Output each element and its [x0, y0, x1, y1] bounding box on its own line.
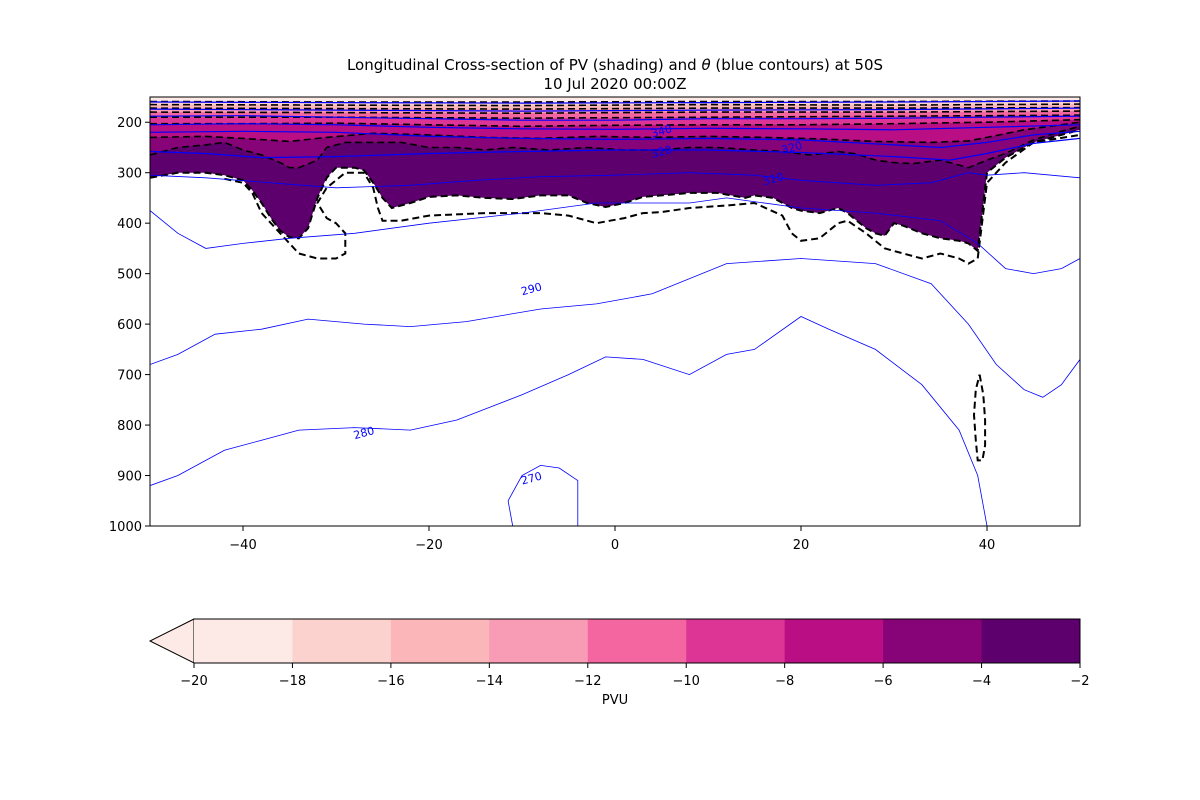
pv-contour-16	[150, 103, 1080, 107]
colorbar-swatch	[292, 619, 392, 663]
theta-contour-360	[150, 107, 1080, 112]
chart-title-line2: 10 Jul 2020 00:00Z	[543, 75, 686, 93]
y-axis: 200 300 400 500 600 700 800 900 1000	[109, 116, 150, 535]
x-tick-label: −40	[229, 538, 256, 553]
pv-contour-8	[150, 118, 1080, 128]
colorbar-swatch	[489, 619, 589, 663]
pv-contour-14	[150, 106, 1080, 110]
colorbar-tick-label: −4	[972, 674, 991, 689]
theta-label-280: 280	[352, 424, 376, 442]
theta-label-270: 270	[520, 470, 544, 488]
colorbar-extend-min	[148, 618, 195, 664]
y-tick-label: 1000	[109, 520, 142, 535]
pv-contour-6	[150, 121, 1080, 144]
x-tick-label: 40	[979, 538, 996, 553]
colorbar-frame	[194, 618, 1081, 664]
colorbar-tick-label: −14	[476, 674, 503, 689]
colorbar-swatch	[390, 619, 490, 663]
x-tick-label: 0	[611, 538, 619, 553]
colorbar-swatch	[686, 619, 786, 663]
colorbar-tick-label: −10	[673, 674, 700, 689]
theta-contour-330	[150, 130, 1080, 149]
colorbar-swatch	[981, 619, 1081, 663]
x-tick-label: −20	[415, 538, 442, 553]
theta-label-340: 340	[650, 122, 674, 140]
y-tick-label: 300	[117, 167, 142, 182]
theta-contours	[150, 100, 1080, 526]
colorbar-swatch	[784, 619, 884, 663]
colorbar-tick-label: −6	[874, 674, 893, 689]
theta-contour-300	[150, 197, 1080, 275]
theta-contour-340	[150, 123, 1080, 131]
colorbar-tick-label: −12	[574, 674, 601, 689]
theta-label-310: 310	[761, 170, 785, 188]
colorbar-swatch	[883, 619, 983, 663]
y-tick-label: 900	[117, 470, 142, 485]
pv-contour-4	[150, 125, 1080, 169]
colorbar-tick-label: −16	[377, 674, 404, 689]
chart-title-line1: Longitudinal Cross-section of PV (shadin…	[347, 56, 883, 74]
pv-contour-minus2	[150, 128, 1080, 253]
pv-contour-extra-0	[972, 374, 987, 462]
colorbar-tick-label: −20	[180, 674, 207, 689]
x-tick-label: 20	[793, 538, 810, 553]
y-tick-label: 200	[117, 116, 142, 131]
theta-contour-350	[150, 115, 1080, 121]
colorbar-swatch	[194, 619, 293, 663]
theta-label-320: 320	[650, 143, 674, 161]
theta-contour-310	[150, 172, 1080, 189]
x-axis: −40 −20 0 20 40	[229, 526, 995, 553]
theta-label-320: 320	[780, 139, 804, 157]
pv-contour-extra-1	[224, 133, 1080, 265]
colorbar-tick-label: −8	[775, 674, 794, 689]
y-tick-label: 400	[117, 217, 142, 232]
theta-contour-370	[150, 100, 1080, 104]
y-tick-label: 500	[117, 268, 142, 283]
colorbar-tick-label: −2	[1070, 674, 1089, 689]
theta-contour-280	[150, 316, 988, 526]
plot-area: 270 280 290 310 320 320 340	[150, 97, 1080, 526]
colorbar-tick-label: −18	[279, 674, 306, 689]
y-tick-label: 600	[117, 318, 142, 333]
colorbar-label: PVU	[602, 693, 628, 708]
y-tick-label: 800	[117, 419, 142, 434]
theta-contour-320	[150, 137, 1080, 161]
pv-contour-12	[150, 110, 1080, 115]
y-tick-label: 700	[117, 369, 142, 384]
colorbar-swatch	[587, 619, 687, 663]
theta-label-290: 290	[520, 280, 544, 298]
colorbar: −20 −18 −16 −14 −12 −10 −8 −6 −4 −2	[148, 618, 1090, 689]
theta-contour-labels: 270 280 290 310 320 320 340	[352, 122, 803, 487]
theta-contour-270	[507, 464, 579, 526]
theta-contour-290	[150, 258, 1080, 398]
